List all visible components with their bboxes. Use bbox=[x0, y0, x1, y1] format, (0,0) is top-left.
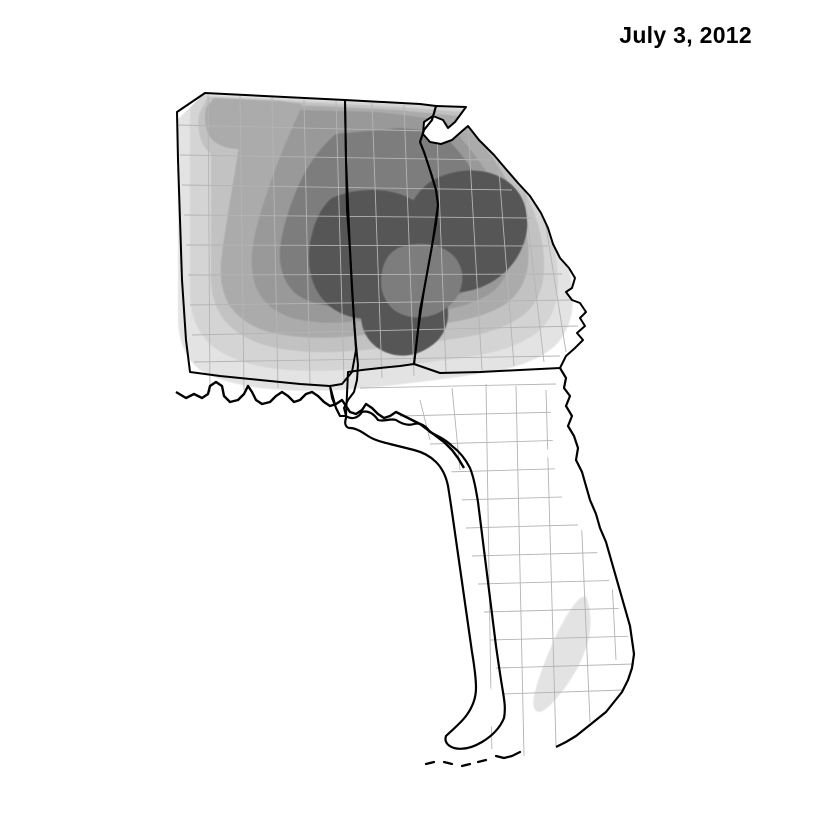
florida-keys bbox=[424, 750, 522, 768]
contour-band-layer bbox=[176, 93, 637, 760]
contour-band-florida-patch bbox=[533, 596, 591, 712]
county-boundary-layer bbox=[177, 93, 637, 760]
atlantic-coastline bbox=[555, 367, 636, 748]
state-border-georgia bbox=[413, 105, 587, 374]
state-border-layer bbox=[175, 92, 636, 768]
contour-band-nms-level-4 bbox=[205, 98, 302, 149]
page-title: July 3, 2012 bbox=[619, 22, 752, 48]
gulf-coastline bbox=[175, 380, 466, 469]
